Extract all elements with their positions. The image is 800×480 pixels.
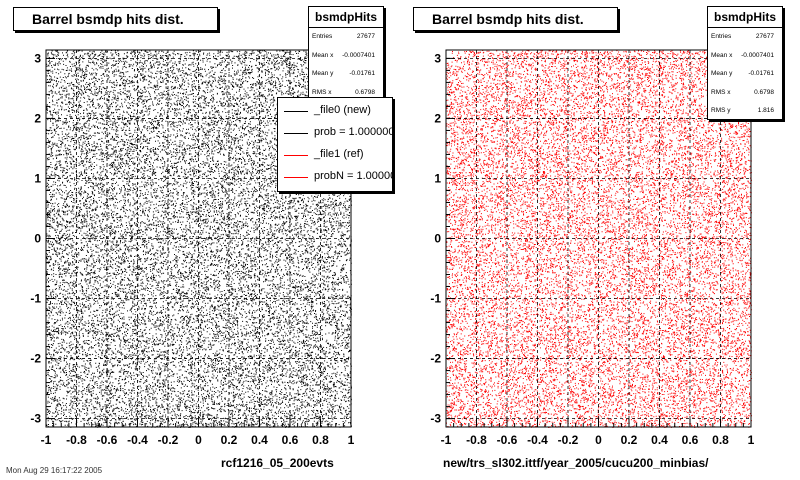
y-tick-label: 1: [434, 171, 441, 185]
y-tick-label: -1: [30, 292, 41, 306]
x-tick-label: 1: [748, 433, 755, 447]
timestamp-footer: Mon Aug 29 16:17:22 2005: [6, 466, 103, 475]
x-tick-label: -1: [41, 433, 52, 447]
y-tick-label: -3: [430, 412, 441, 426]
stat-key: Mean y: [312, 70, 334, 77]
y-tick-label: -3: [30, 412, 41, 426]
x-tick-label: 1: [348, 433, 355, 447]
legend-line-icon: [284, 177, 308, 178]
x-tick-label: -0.8: [66, 433, 87, 447]
right-stats-row: RMS x 0.6798: [708, 84, 782, 103]
y-tick-label: 3: [434, 51, 441, 65]
stat-key: Mean y: [711, 70, 733, 77]
y-tick-label: -2: [430, 352, 441, 366]
y-tick-label: -2: [30, 352, 41, 366]
left-x-axis-title: rcf1216_05_200evts: [221, 456, 334, 470]
x-tick-label: 0.8: [312, 433, 329, 447]
scatter-points: [46, 50, 352, 428]
left-stats-row: Mean y -0.01761: [309, 65, 383, 84]
legend-entry: _file1 (ref): [278, 144, 392, 166]
legend-line-icon: [284, 155, 308, 156]
x-tick-label: -0.4: [527, 433, 548, 447]
x-tick-label: -0.2: [158, 433, 179, 447]
stat-value: 27677: [356, 33, 375, 40]
left-stats-row: Entries 27677: [309, 28, 383, 47]
right-stats-box: bsmdpHits Entries 27677 Mean x -0.000740…: [707, 6, 783, 120]
x-tick-label: 0.6: [682, 433, 699, 447]
y-tick-label: -1: [430, 292, 441, 306]
scatter-point-cloud: [446, 50, 752, 428]
grid-lines: [45, 50, 352, 427]
stat-value: -0.01761: [748, 70, 774, 77]
stat-value: 0.6798: [754, 88, 774, 96]
left-stats-title: bsmdpHits: [309, 7, 383, 28]
y-tick-label: 0: [34, 232, 41, 246]
y-tick-label: 2: [434, 111, 441, 125]
stat-key: RMS y: [711, 107, 731, 114]
scatter-points: [446, 50, 752, 428]
x-tick-label: 0.6: [282, 433, 299, 447]
x-tick-label: 0.8: [712, 433, 729, 447]
legend-entry: _file0 (new): [278, 100, 392, 122]
stat-value: -0.0007401: [741, 51, 774, 59]
left-stats-row: RMS x 0.6798: [309, 84, 383, 103]
left-stats-box: bsmdpHits Entries 27677 Mean x -0.000740…: [308, 6, 384, 100]
stat-key: Entries: [711, 33, 732, 40]
y-tick-label: 0: [434, 232, 441, 246]
x-tick-label: 0.2: [221, 433, 238, 447]
right-stats-row: Entries 27677: [708, 28, 782, 47]
stat-key: Mean x: [312, 51, 334, 59]
legend-label: prob = 1.000000: [314, 126, 393, 138]
stat-value: 0.6798: [355, 88, 375, 96]
x-tick-label: 0.2: [621, 433, 638, 447]
stat-key: RMS x: [711, 88, 731, 96]
left-scatter-plot: -1 -0.8 -0.6 -0.4 -0.2 0 0.2 0.4 0.6 0.8 1 3 2 1 0 -1 -2…: [30, 49, 355, 447]
comparison-legend: _file0 (new) prob = 1.000000 _file1 (ref…: [277, 97, 393, 192]
y-tick-label: 3: [34, 51, 41, 65]
legend-label: probN = 1.000000: [314, 170, 392, 182]
x-tick-label: -0.4: [127, 433, 148, 447]
right-stats-row: RMS y 1.816: [708, 102, 782, 121]
y-tick-label: 2: [34, 111, 41, 125]
x-tick-label: 0.4: [651, 433, 668, 447]
left-panel-title: Barrel bsmdp hits dist.: [13, 7, 218, 31]
right-x-axis-title: new/trs_sl302.ittf/year_2005/cucu200_min…: [443, 456, 709, 470]
x-tick-label: -1: [441, 433, 452, 447]
right-stats-row: Mean y -0.01761: [708, 65, 782, 84]
right-scatter-plot: -1 -0.8 -0.6 -0.4 -0.2 0 0.2 0.4 0.6 0.8 1 3 2 1 0 -1 -2…: [430, 49, 755, 447]
legend-line-icon: [284, 111, 308, 112]
legend-label: _file1 (ref): [314, 148, 364, 160]
right-panel-title: Barrel bsmdp hits dist.: [413, 7, 618, 31]
x-tick-label: -0.6: [97, 433, 118, 447]
legend-line-icon: [284, 133, 308, 134]
legend-entry: probN = 1.000000: [278, 166, 392, 188]
stat-key: Mean x: [711, 51, 733, 59]
x-tick-label: -0.8: [466, 433, 487, 447]
right-stats-row: Mean x -0.0007401: [708, 47, 782, 66]
stat-value: -0.0007401: [342, 51, 375, 59]
stat-value: -0.01761: [349, 70, 375, 77]
legend-label: _file0 (new): [314, 104, 371, 116]
y-tick-label: 1: [34, 171, 41, 185]
x-tick-label: 0.4: [251, 433, 268, 447]
stat-value: 1.816: [757, 107, 774, 114]
x-tick-label: -0.6: [497, 433, 518, 447]
x-tick-label: 0: [595, 433, 602, 447]
scatter-point-cloud: [46, 50, 352, 428]
stat-key: RMS x: [312, 88, 332, 96]
x-tick-label: 0: [195, 433, 202, 447]
left-stats-row: Mean x -0.0007401: [309, 47, 383, 66]
right-stats-title: bsmdpHits: [708, 7, 782, 28]
legend-entry: prob = 1.000000: [278, 122, 392, 144]
stat-value: 27677: [755, 33, 774, 40]
stat-key: Entries: [312, 33, 333, 40]
x-tick-label: -0.2: [558, 433, 579, 447]
